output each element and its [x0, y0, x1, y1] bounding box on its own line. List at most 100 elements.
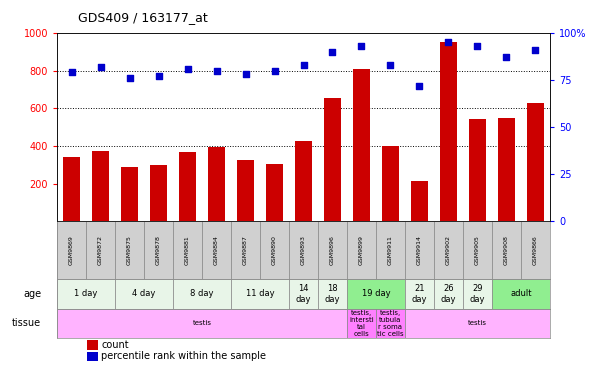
- Point: [270, 68, 279, 74]
- Bar: [405, 279, 434, 309]
- Bar: [115, 279, 173, 309]
- Text: count: count: [102, 340, 129, 350]
- Bar: [115, 221, 144, 279]
- Bar: [492, 279, 550, 309]
- Point: [328, 49, 337, 55]
- Point: [154, 73, 163, 79]
- Text: 11 day: 11 day: [246, 290, 274, 299]
- Bar: [121, 167, 138, 221]
- Bar: [376, 309, 405, 338]
- Text: 29
day: 29 day: [470, 284, 485, 304]
- Bar: [237, 160, 254, 221]
- Text: GSM9890: GSM9890: [272, 235, 277, 265]
- Text: GSM9893: GSM9893: [301, 235, 306, 265]
- Bar: [289, 279, 318, 309]
- Bar: [347, 309, 376, 338]
- Text: 14
day: 14 day: [296, 284, 311, 304]
- Text: age: age: [23, 289, 41, 299]
- Text: 1 day: 1 day: [75, 290, 98, 299]
- Text: 21
day: 21 day: [412, 284, 427, 304]
- Bar: [179, 153, 197, 221]
- Text: GSM9875: GSM9875: [127, 235, 132, 265]
- Bar: [434, 279, 463, 309]
- Text: GSM9866: GSM9866: [533, 235, 538, 265]
- Bar: [463, 279, 492, 309]
- Point: [415, 83, 424, 89]
- Bar: [57, 221, 86, 279]
- Bar: [405, 309, 550, 338]
- Bar: [347, 221, 376, 279]
- Text: percentile rank within the sample: percentile rank within the sample: [102, 351, 266, 361]
- Bar: [498, 117, 515, 221]
- Bar: [150, 165, 167, 221]
- Text: GSM9896: GSM9896: [330, 235, 335, 265]
- Text: testis: testis: [192, 320, 212, 326]
- Bar: [463, 221, 492, 279]
- Text: GSM9878: GSM9878: [156, 235, 161, 265]
- Bar: [324, 98, 341, 221]
- Text: 8 day: 8 day: [191, 290, 214, 299]
- Point: [125, 75, 135, 81]
- Bar: [57, 309, 347, 338]
- Bar: [87, 340, 97, 350]
- Point: [472, 43, 482, 49]
- Bar: [318, 221, 347, 279]
- Text: GSM9905: GSM9905: [475, 235, 480, 265]
- Text: 26
day: 26 day: [441, 284, 456, 304]
- Text: GSM9899: GSM9899: [359, 235, 364, 265]
- Point: [356, 43, 366, 49]
- Bar: [86, 221, 115, 279]
- Bar: [289, 221, 318, 279]
- Text: adult: adult: [510, 290, 532, 299]
- Bar: [347, 279, 405, 309]
- Bar: [295, 141, 312, 221]
- Point: [444, 40, 453, 45]
- Point: [212, 68, 221, 74]
- Bar: [260, 221, 289, 279]
- Bar: [92, 150, 109, 221]
- Bar: [440, 42, 457, 221]
- Bar: [434, 221, 463, 279]
- Point: [299, 62, 308, 68]
- Text: GSM9908: GSM9908: [504, 235, 509, 265]
- Bar: [526, 102, 544, 221]
- Text: GSM9869: GSM9869: [69, 235, 74, 265]
- Point: [531, 47, 540, 53]
- Text: GSM9881: GSM9881: [185, 235, 190, 265]
- Text: tissue: tissue: [12, 318, 41, 328]
- Text: GSM9884: GSM9884: [214, 235, 219, 265]
- Bar: [57, 279, 115, 309]
- Text: GDS409 / 163177_at: GDS409 / 163177_at: [78, 11, 208, 24]
- Bar: [202, 221, 231, 279]
- Bar: [173, 279, 231, 309]
- Text: GSM9902: GSM9902: [446, 235, 451, 265]
- Text: GSM9914: GSM9914: [417, 235, 422, 265]
- Point: [67, 70, 76, 75]
- Text: GSM9872: GSM9872: [98, 235, 103, 265]
- Bar: [266, 164, 283, 221]
- Point: [241, 71, 251, 77]
- Bar: [231, 221, 260, 279]
- Bar: [63, 157, 81, 221]
- Text: testis: testis: [468, 320, 487, 326]
- Bar: [318, 279, 347, 309]
- Bar: [144, 221, 173, 279]
- Text: 4 day: 4 day: [132, 290, 156, 299]
- Text: 19 day: 19 day: [362, 290, 390, 299]
- Bar: [376, 221, 405, 279]
- Bar: [87, 352, 97, 361]
- Point: [96, 64, 105, 70]
- Text: testis,
tubula
r soma
tic cells: testis, tubula r soma tic cells: [377, 310, 404, 337]
- Text: 18
day: 18 day: [325, 284, 340, 304]
- Bar: [521, 221, 550, 279]
- Bar: [353, 69, 370, 221]
- Bar: [382, 146, 399, 221]
- Point: [386, 62, 395, 68]
- Text: testis,
intersti
tal
cells: testis, intersti tal cells: [349, 310, 374, 337]
- Bar: [405, 221, 434, 279]
- Point: [502, 55, 511, 60]
- Bar: [492, 221, 521, 279]
- Bar: [231, 279, 289, 309]
- Bar: [410, 181, 428, 221]
- Bar: [208, 147, 225, 221]
